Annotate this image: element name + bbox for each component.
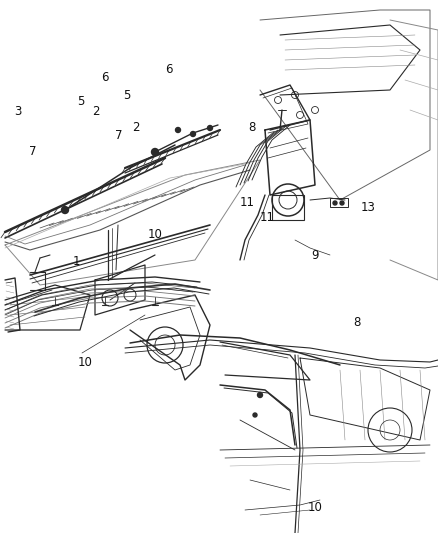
Text: 10: 10 bbox=[148, 228, 163, 241]
Text: 6: 6 bbox=[165, 63, 173, 76]
Text: 8: 8 bbox=[353, 316, 360, 329]
Text: 3: 3 bbox=[14, 106, 21, 118]
Text: 5: 5 bbox=[124, 90, 131, 102]
Circle shape bbox=[152, 149, 159, 156]
Text: 10: 10 bbox=[78, 356, 93, 369]
Text: 13: 13 bbox=[360, 201, 375, 214]
Text: 5: 5 bbox=[78, 95, 85, 108]
Circle shape bbox=[176, 127, 180, 133]
Circle shape bbox=[253, 413, 257, 417]
Circle shape bbox=[258, 392, 262, 398]
Circle shape bbox=[333, 201, 337, 205]
Text: 7: 7 bbox=[114, 130, 122, 142]
Text: 11: 11 bbox=[240, 196, 255, 209]
Text: 6: 6 bbox=[101, 71, 109, 84]
Circle shape bbox=[191, 132, 195, 136]
Text: 7: 7 bbox=[29, 146, 37, 158]
Text: 10: 10 bbox=[308, 501, 323, 514]
Text: 9: 9 bbox=[311, 249, 319, 262]
Bar bbox=[330, 198, 348, 207]
Text: 2: 2 bbox=[132, 122, 140, 134]
Circle shape bbox=[61, 206, 68, 214]
Bar bbox=[272, 195, 304, 220]
Text: 11: 11 bbox=[260, 211, 275, 224]
Text: 8: 8 bbox=[248, 122, 255, 134]
Text: 2: 2 bbox=[92, 106, 100, 118]
Circle shape bbox=[208, 125, 212, 131]
Text: 1: 1 bbox=[73, 255, 81, 268]
Circle shape bbox=[340, 201, 344, 205]
